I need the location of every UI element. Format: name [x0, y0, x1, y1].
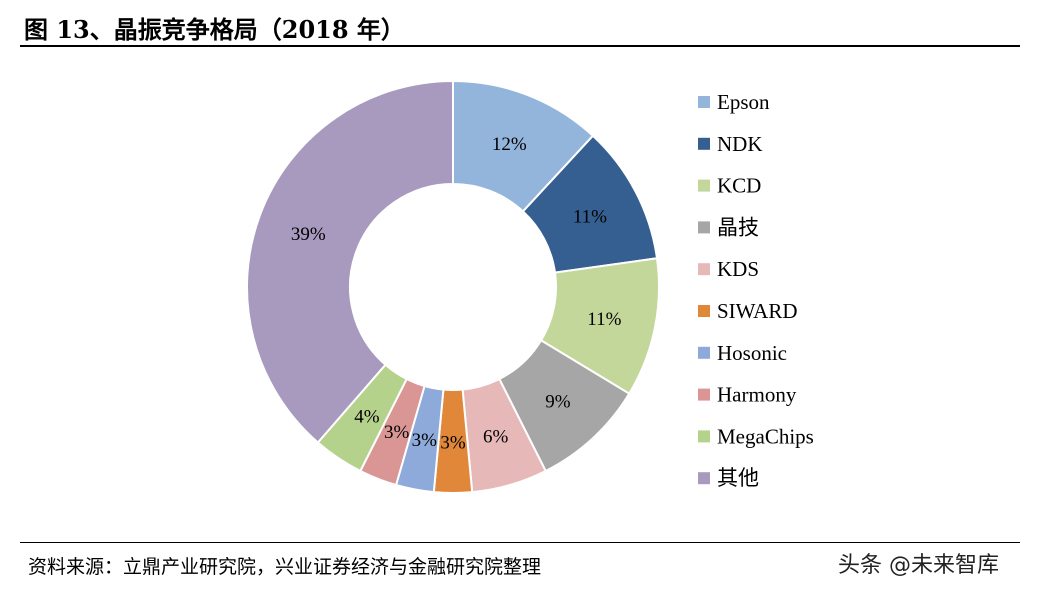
legend-label-kds: KDS — [717, 257, 759, 281]
legend-label-kcd: KCD — [717, 174, 761, 198]
legend-label-item-3: 晶技 — [717, 215, 759, 239]
legend-swatch-kcd — [698, 179, 710, 192]
legend-swatch-siward — [698, 305, 710, 317]
legend-label-harmony: Harmony — [717, 383, 797, 407]
legend-label-ndk: NDK — [717, 132, 763, 156]
legend-swatch-hosonic — [698, 346, 710, 359]
legend-swatch-megachips — [698, 430, 710, 443]
legend-swatch-item-3 — [698, 221, 710, 234]
watermark: 头条 @未来智库 — [838, 553, 999, 578]
legend-swatch-epson — [698, 96, 710, 108]
legend-label-megachips: MegaChips — [717, 424, 814, 448]
legend-label-hosonic: Hosonic — [717, 341, 787, 365]
source-note: 资料来源：立鼎产业研究院，兴业证券经济与金融研究院整理 — [28, 556, 542, 578]
data-label-kds: 6% — [483, 426, 509, 447]
legend-swatch-kds — [698, 263, 710, 276]
slice-item-9 — [246, 79, 454, 444]
figure-title: 图 13、晶振竞争格局（2018 年） — [24, 15, 405, 44]
data-label-siward: 3% — [440, 433, 466, 454]
legend-swatch-harmony — [698, 388, 710, 401]
data-label-item-9: 39% — [291, 224, 326, 245]
data-label-item-3: 9% — [545, 391, 571, 412]
data-label-hosonic: 3% — [412, 430, 438, 451]
source-rule — [20, 542, 1020, 543]
legend-swatch-item-9 — [698, 472, 710, 485]
data-label-ndk: 11% — [573, 206, 607, 227]
data-label-harmony: 3% — [384, 422, 410, 443]
legend-swatch-ndk — [698, 137, 710, 150]
legend-label-siward: SIWARD — [717, 299, 798, 323]
data-label-megachips: 4% — [354, 406, 380, 427]
data-label-epson: 12% — [492, 134, 527, 155]
data-label-kcd: 11% — [587, 309, 621, 330]
title-rule — [20, 45, 1020, 47]
legend-label-item-9: 其他 — [717, 466, 759, 490]
legend-label-epson: Epson — [717, 90, 770, 114]
